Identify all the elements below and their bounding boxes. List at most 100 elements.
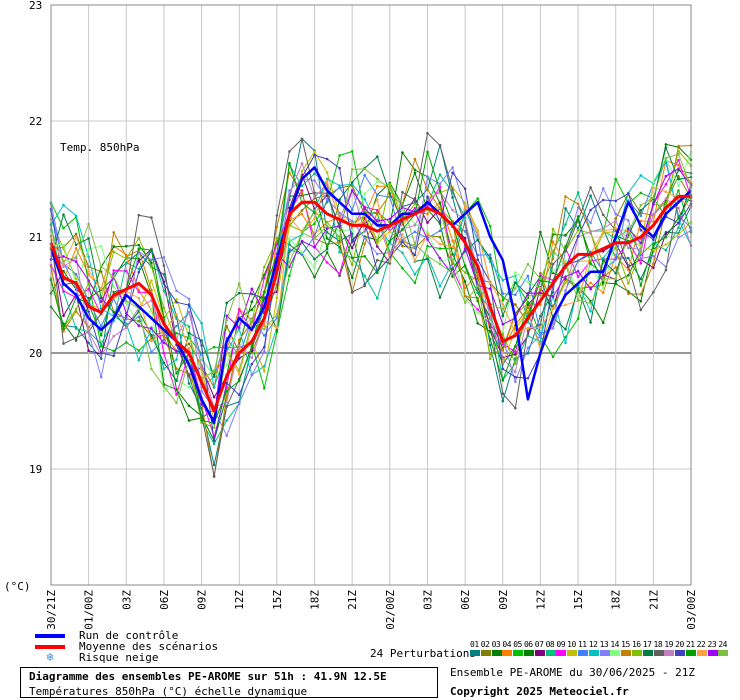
perturbation-point — [137, 213, 141, 217]
perturbation-point — [463, 216, 467, 219]
perturbation-point — [376, 252, 379, 256]
perturbation-point — [250, 320, 254, 324]
perturbation-point — [627, 227, 630, 230]
perturbation-point — [639, 209, 643, 212]
perturbation-point — [551, 291, 555, 294]
perturbation-point — [137, 236, 141, 240]
perturbation-point — [162, 335, 166, 339]
perturbation-point — [438, 247, 442, 250]
perturbation-point — [627, 231, 630, 234]
perturbation-point — [175, 358, 178, 361]
perturbation-point — [313, 196, 316, 199]
perturbation-point — [237, 344, 241, 347]
perturbation-point — [501, 342, 505, 346]
perturbation-point — [664, 143, 668, 146]
perturbation-point — [350, 150, 354, 153]
perturbation-point — [501, 379, 505, 382]
perturbation-point — [589, 230, 592, 234]
perturbation-point — [350, 189, 354, 192]
x-tick-label: 18Z — [610, 590, 623, 610]
perturbation-color-swatch — [653, 650, 664, 656]
perturbation-point — [87, 247, 90, 251]
perturbation-point — [677, 163, 680, 167]
perturbation-point — [175, 379, 178, 383]
perturbation-point — [664, 232, 668, 235]
perturbation-point — [601, 273, 605, 277]
perturbation-point — [476, 290, 480, 294]
info-box: Diagramme des ensembles PE-AROME sur 51h… — [20, 667, 438, 698]
perturbation-point — [275, 237, 279, 241]
perturbation-point — [87, 299, 90, 302]
perturbation-point — [677, 158, 680, 162]
perturbation-point — [187, 325, 191, 328]
perturbation-color-swatch — [664, 650, 675, 656]
perturbation-point — [313, 266, 316, 270]
perturbation-number: 04 — [502, 640, 512, 649]
perturbation-point — [488, 343, 492, 347]
legend-item-mean: Moyenne des scénarios — [30, 641, 218, 652]
perturbation-line — [50, 132, 692, 476]
perturbation-point — [652, 248, 655, 252]
perturbation-point — [677, 178, 680, 181]
perturbation-point — [476, 230, 480, 234]
perturbation-point — [150, 248, 153, 252]
perturbation-point — [99, 324, 103, 328]
perturbation-point — [74, 272, 78, 276]
perturbation-point — [200, 356, 203, 360]
perturbation-point — [413, 171, 417, 175]
perturbation-point — [551, 269, 555, 273]
perturbation-point — [652, 290, 655, 294]
perturbation-point — [576, 275, 580, 279]
perturbation-point — [438, 235, 442, 239]
perturbation-point — [313, 172, 316, 175]
perturbation-point — [62, 213, 65, 216]
perturbation-number: 03 — [491, 640, 501, 649]
perturbation-point — [551, 355, 555, 359]
perturbation-point — [313, 153, 316, 157]
perturbation-point — [363, 242, 367, 246]
perturbation-point — [426, 188, 429, 191]
perturbation-point — [275, 326, 279, 329]
perturbation-point — [526, 306, 530, 310]
perturbation-number: 13 — [599, 640, 609, 649]
perturbation-point — [350, 256, 354, 260]
perturbation-point — [363, 167, 367, 171]
perturbation-point — [539, 291, 542, 295]
info-title: Diagramme des ensembles PE-AROME sur 51h… — [29, 670, 387, 683]
perturbation-point — [514, 353, 517, 356]
y-tick-labels: 19 20 21 22 23 — [29, 0, 42, 476]
perturbation-point — [263, 276, 266, 280]
perturbation-point — [137, 349, 141, 352]
perturbation-point — [426, 175, 429, 179]
perturbation-point — [514, 344, 517, 348]
perturbation-color-swatch — [523, 650, 534, 656]
perturbation-lines — [49, 132, 693, 479]
perturbation-point — [639, 277, 643, 281]
perturbation-point — [639, 250, 643, 253]
perturbation-point — [652, 213, 655, 216]
perturbation-point — [325, 227, 329, 230]
perturbation-point — [463, 230, 467, 233]
perturbation-line — [50, 149, 692, 424]
perturbation-point — [99, 342, 103, 346]
perturbation-point — [514, 406, 517, 410]
perturbation-point — [288, 274, 291, 278]
perturbation-point — [363, 254, 367, 258]
perturbation-point — [162, 367, 166, 371]
perturbation-point — [526, 274, 530, 278]
perturbation-point — [200, 339, 203, 342]
perturbation-point — [601, 230, 605, 233]
perturbation-line — [50, 173, 692, 399]
perturbation-point — [426, 150, 429, 154]
perturbation-point — [175, 317, 178, 321]
perturbation-point — [639, 244, 643, 247]
perturbation-point — [401, 266, 404, 270]
perturbation-point — [426, 244, 429, 248]
perturbation-color-swatch — [567, 650, 578, 656]
perturbation-color-swatch — [718, 650, 729, 656]
perturbation-point — [551, 307, 555, 310]
perturbation-point — [187, 342, 191, 346]
perturbation-number: 20 — [675, 640, 684, 649]
perturbation-point — [526, 377, 530, 380]
perturbation-point — [325, 261, 329, 264]
